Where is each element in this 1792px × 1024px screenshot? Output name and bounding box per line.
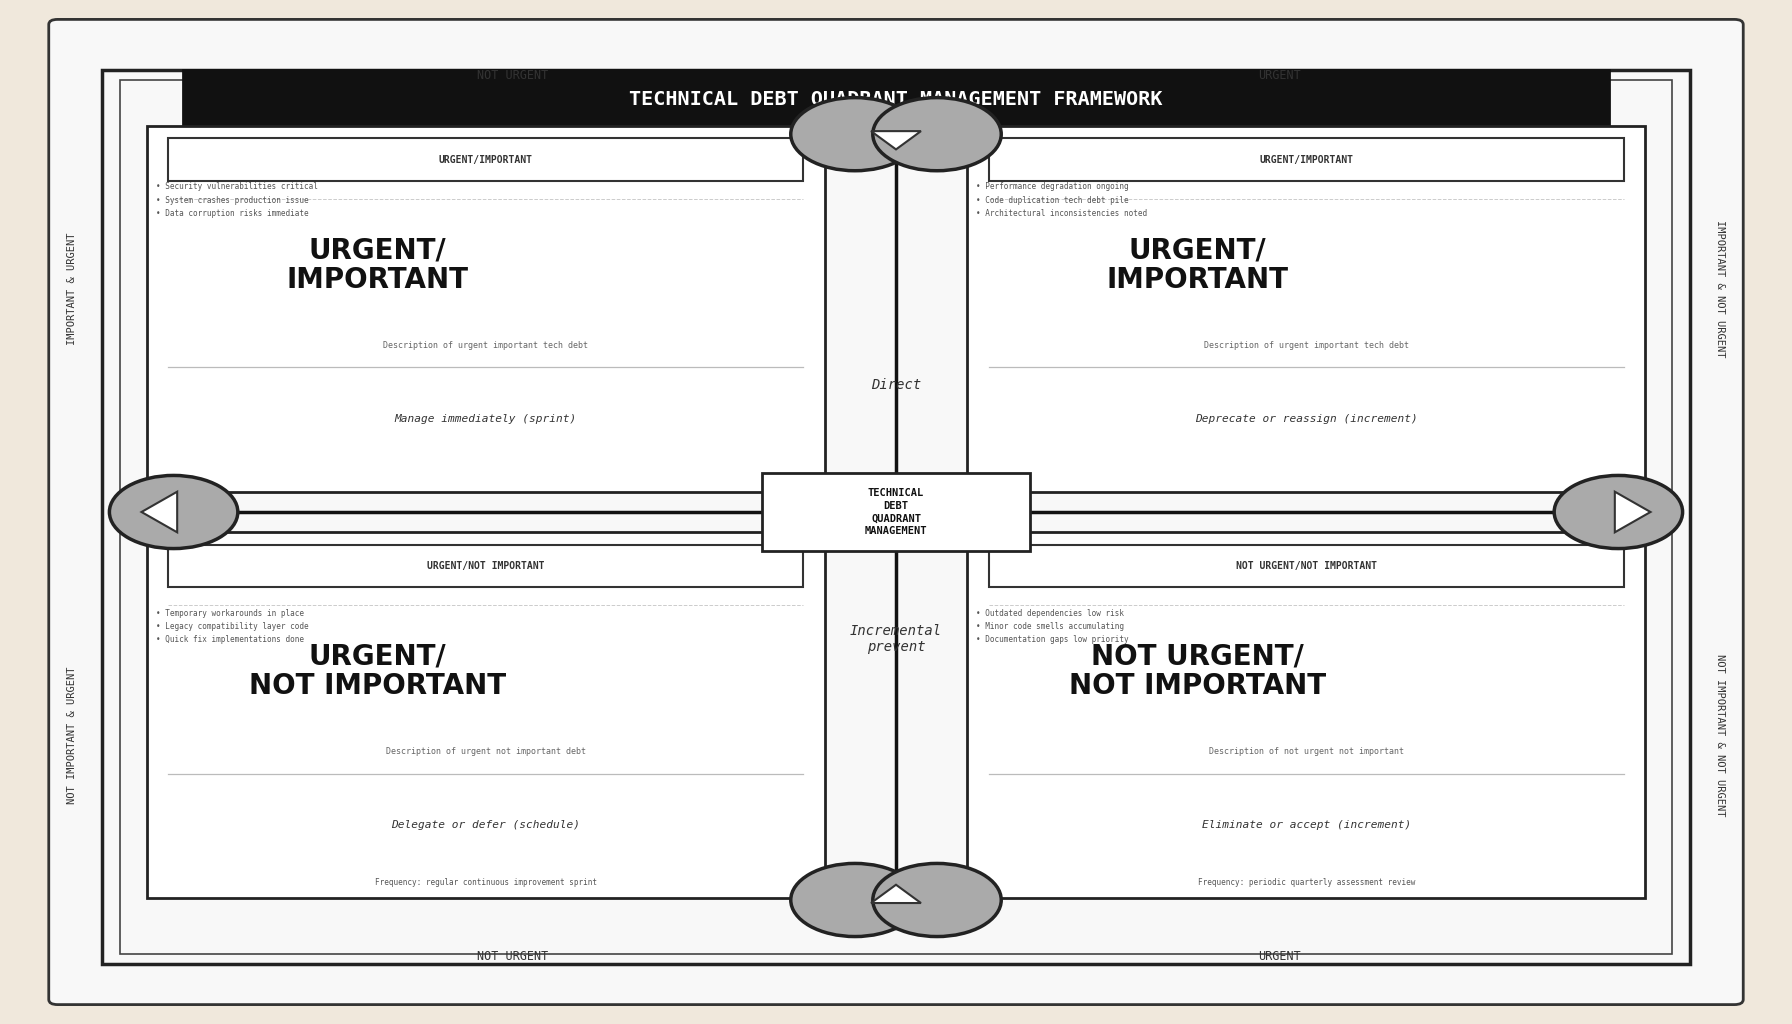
Text: • Code duplication tech debt pile: • Code duplication tech debt pile [977, 196, 1129, 205]
Text: • Quick fix implementations done: • Quick fix implementations done [156, 636, 305, 644]
Text: NOT URGENT/
NOT IMPORTANT: NOT URGENT/ NOT IMPORTANT [1070, 643, 1326, 699]
Circle shape [873, 97, 1002, 171]
Text: NOT URGENT: NOT URGENT [477, 950, 548, 964]
Text: • Temporary workarounds in place: • Temporary workarounds in place [156, 609, 305, 618]
Text: • Security vulnerabilities critical: • Security vulnerabilities critical [156, 182, 317, 191]
Text: URGENT/
NOT IMPORTANT: URGENT/ NOT IMPORTANT [249, 643, 505, 699]
Bar [147, 126, 824, 492]
Text: URGENT/NOT IMPORTANT: URGENT/NOT IMPORTANT [426, 561, 545, 570]
Bar [183, 71, 1609, 126]
Text: • Data corruption risks immediate: • Data corruption risks immediate [156, 209, 308, 218]
Text: • Documentation gaps low priority: • Documentation gaps low priority [977, 636, 1129, 644]
Text: Description of urgent not important debt: Description of urgent not important debt [385, 748, 586, 756]
Text: Delegate or defer (schedule): Delegate or defer (schedule) [391, 820, 581, 829]
Text: NOT IMPORTANT & URGENT: NOT IMPORTANT & URGENT [66, 667, 77, 804]
Text: • Legacy compatibility layer code: • Legacy compatibility layer code [156, 623, 308, 631]
Text: Direct: Direct [871, 378, 921, 392]
Bar [168, 138, 803, 181]
Text: URGENT/IMPORTANT: URGENT/IMPORTANT [1260, 155, 1353, 165]
Text: • Performance degradation ongoing: • Performance degradation ongoing [977, 182, 1129, 191]
Circle shape [109, 475, 238, 549]
Bar [168, 545, 803, 587]
Text: URGENT: URGENT [1258, 950, 1301, 964]
Text: URGENT/IMPORTANT: URGENT/IMPORTANT [439, 155, 532, 165]
Text: • System crashes production issue: • System crashes production issue [156, 196, 308, 205]
Circle shape [790, 863, 919, 937]
Bar [102, 71, 1690, 964]
Text: NOT URGENT: NOT URGENT [477, 69, 548, 82]
Bar [120, 80, 1672, 953]
Text: URGENT/
IMPORTANT: URGENT/ IMPORTANT [287, 237, 468, 294]
Text: NOT URGENT/NOT IMPORTANT: NOT URGENT/NOT IMPORTANT [1236, 561, 1376, 570]
Text: • Minor code smells accumulating: • Minor code smells accumulating [977, 623, 1124, 631]
Polygon shape [871, 885, 921, 903]
Polygon shape [871, 131, 921, 150]
Text: Eliminate or accept (increment): Eliminate or accept (increment) [1202, 820, 1410, 829]
Text: IMPORTANT & NOT URGENT: IMPORTANT & NOT URGENT [1715, 220, 1726, 357]
Bar [989, 545, 1624, 587]
Text: Description of not urgent not important: Description of not urgent not important [1210, 748, 1403, 756]
Bar [968, 126, 1645, 492]
Text: Incremental
prevent: Incremental prevent [849, 624, 943, 654]
Text: URGENT: URGENT [1258, 69, 1301, 82]
Bar [762, 473, 1030, 551]
Circle shape [1554, 475, 1683, 549]
Text: TECHNICAL
DEBT
QUADRANT
MANAGEMENT: TECHNICAL DEBT QUADRANT MANAGEMENT [866, 488, 926, 536]
Bar [968, 532, 1645, 898]
Text: Frequency: periodic quarterly assessment review: Frequency: periodic quarterly assessment… [1197, 879, 1416, 887]
Text: Description of urgent important tech debt: Description of urgent important tech deb… [383, 341, 588, 350]
Text: Manage immediately (sprint): Manage immediately (sprint) [394, 414, 577, 424]
FancyBboxPatch shape [48, 19, 1744, 1005]
Text: NOT IMPORTANT & NOT URGENT: NOT IMPORTANT & NOT URGENT [1715, 654, 1726, 817]
Text: IMPORTANT & URGENT: IMPORTANT & URGENT [66, 232, 77, 345]
Polygon shape [1615, 492, 1650, 532]
Bar [147, 532, 824, 898]
Text: Deprecate or reassign (increment): Deprecate or reassign (increment) [1195, 414, 1417, 424]
Polygon shape [142, 492, 177, 532]
Circle shape [790, 97, 919, 171]
Bar [989, 138, 1624, 181]
Text: Description of urgent important tech debt: Description of urgent important tech deb… [1204, 341, 1409, 350]
Text: Frequency: regular continuous improvement sprint: Frequency: regular continuous improvemen… [375, 879, 597, 887]
Text: • Outdated dependencies low risk: • Outdated dependencies low risk [977, 609, 1124, 618]
Circle shape [873, 863, 1002, 937]
Text: • Architectural inconsistencies noted: • Architectural inconsistencies noted [977, 209, 1147, 218]
Text: TECHNICAL DEBT QUADRANT MANAGEMENT FRAMEWORK: TECHNICAL DEBT QUADRANT MANAGEMENT FRAME… [629, 89, 1163, 109]
Text: URGENT/
IMPORTANT: URGENT/ IMPORTANT [1107, 237, 1288, 294]
